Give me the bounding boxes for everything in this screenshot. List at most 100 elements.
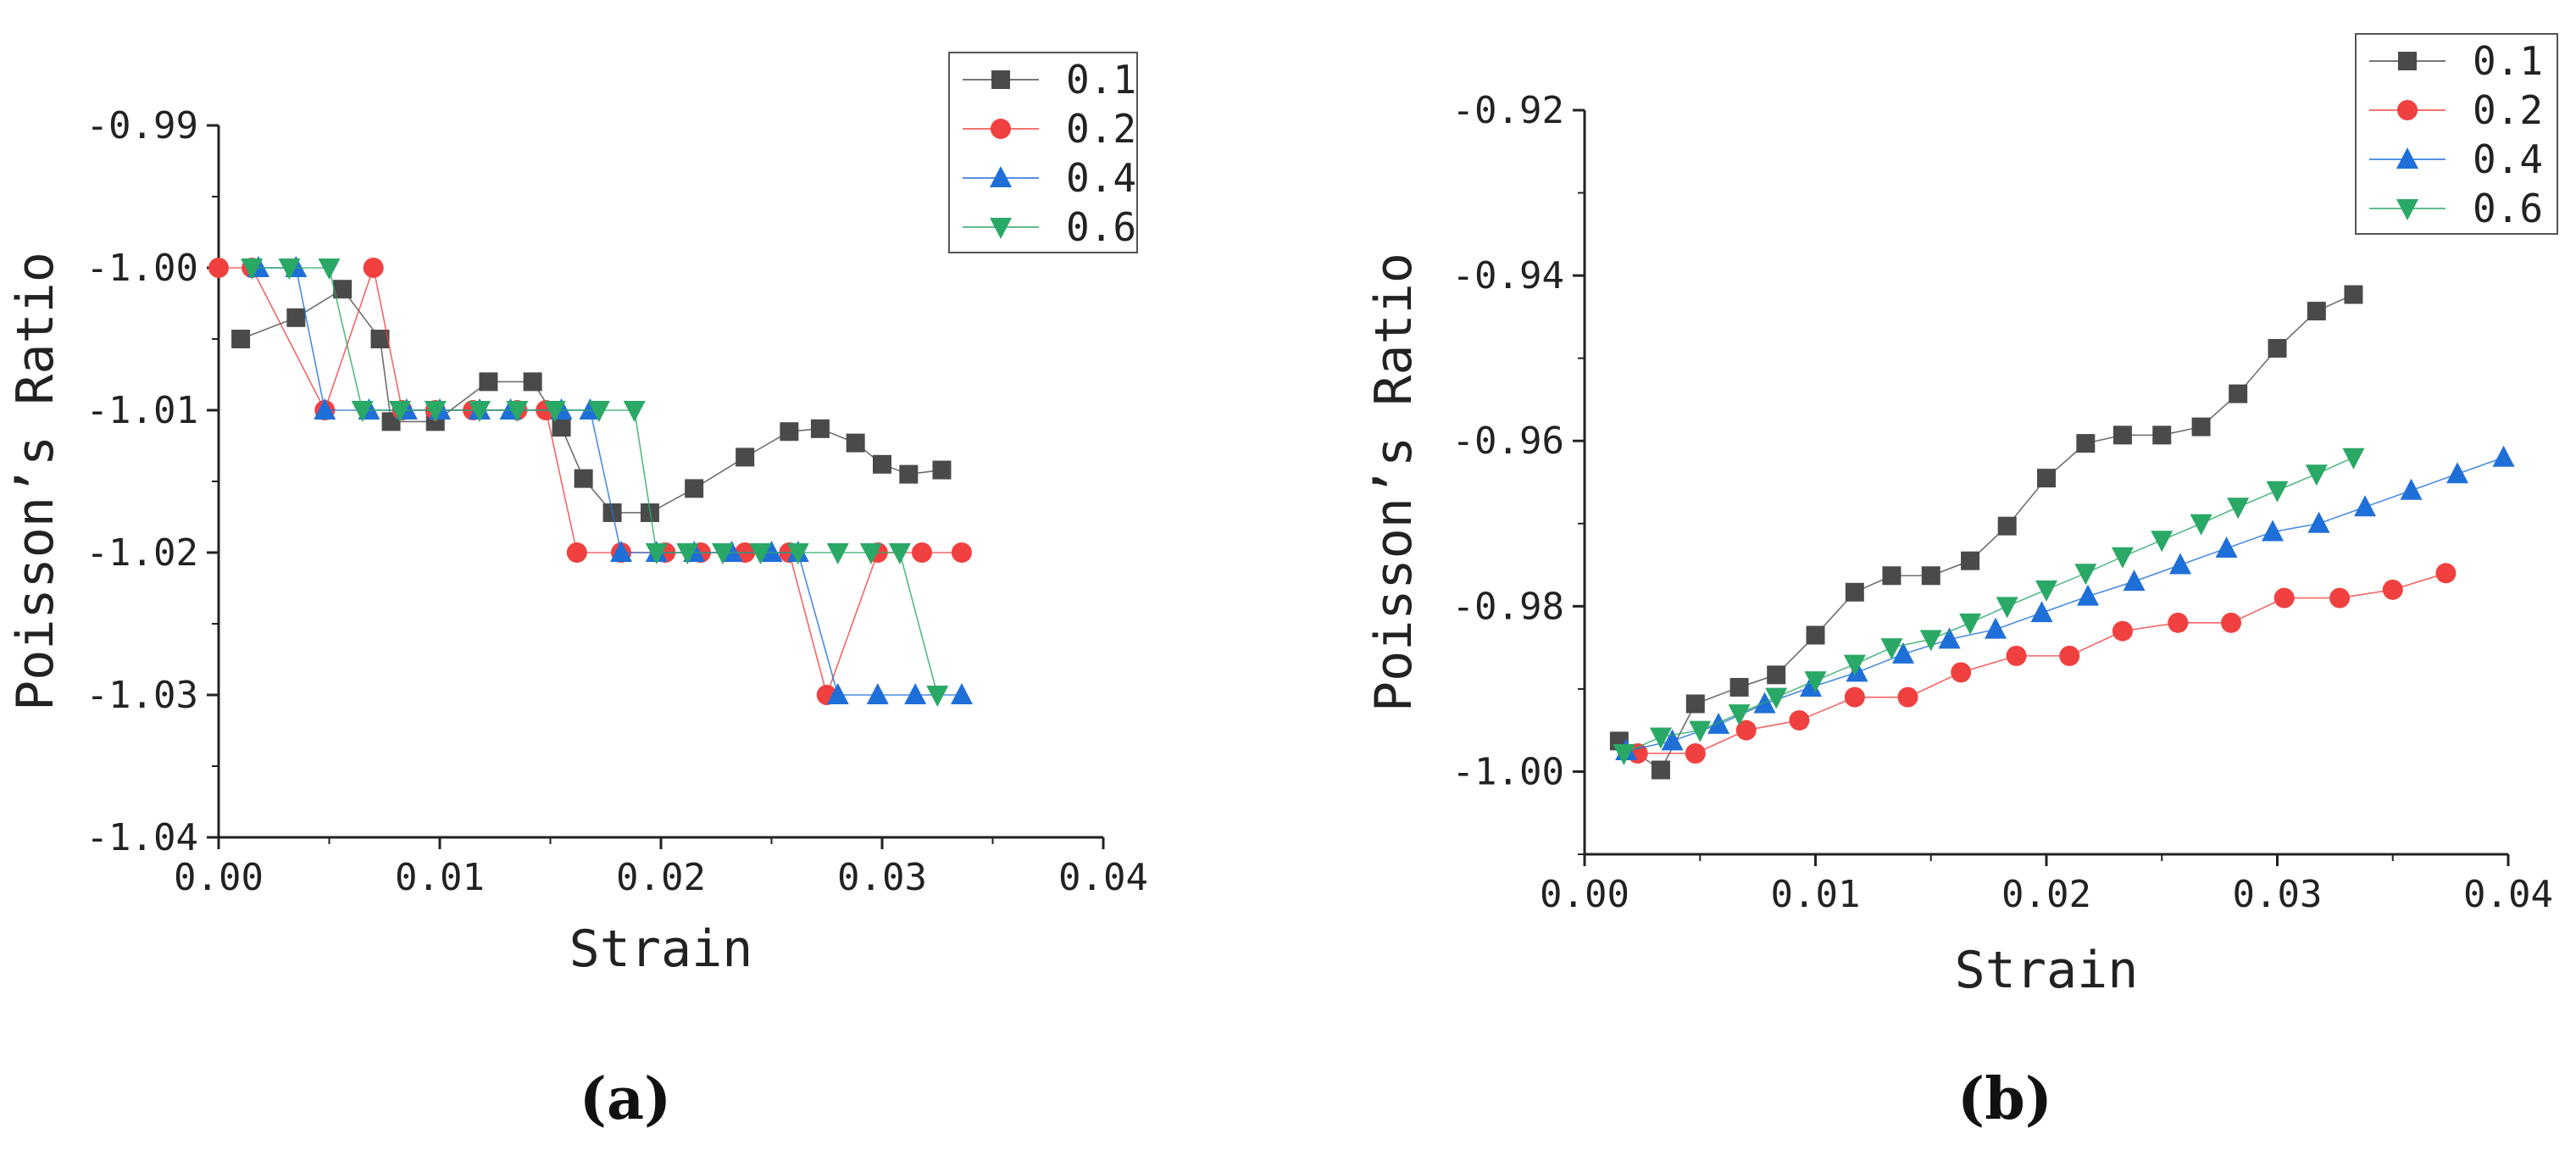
legend-marker (990, 218, 1012, 239)
data-point (2262, 520, 2285, 542)
data-point (1651, 760, 1670, 780)
data-point (278, 258, 301, 280)
data-point (587, 401, 610, 422)
data-point (2169, 553, 2192, 575)
data-point (1897, 686, 1918, 708)
data-point (1997, 516, 2017, 536)
legend-label: 0.1 (1066, 57, 1136, 103)
data-point (2190, 514, 2212, 536)
data-point (951, 542, 972, 563)
data-point (1789, 709, 1810, 731)
x-tick-label: 0.03 (837, 856, 927, 899)
data-point (859, 543, 882, 564)
data-point (904, 683, 927, 704)
data-point (2273, 587, 2295, 609)
y-tick-label: -1.00 (86, 247, 198, 290)
data-point (370, 330, 390, 348)
legend: 0.10.20.40.6 (2355, 33, 2558, 235)
panel-caption: (b) (1957, 1065, 2052, 1133)
legend-label: 0.6 (1066, 204, 1136, 250)
data-point (610, 541, 633, 562)
data-point (2112, 620, 2133, 642)
data-point (552, 418, 571, 437)
data-point (866, 683, 889, 704)
legend-label: 0.1 (2473, 38, 2543, 84)
chart-panel-1: 0.00 0.01 0.02 0.03 0.04 -0.99 -1.00 -1.01 -1.02… (6, 52, 1148, 1133)
chart-panel-2: 0.00 0.01 0.02 0.03 0.04 -0.92 -0.94 -0.96 -0.98… (1364, 33, 2558, 1133)
data-point (2492, 445, 2515, 467)
data-point (1661, 729, 1684, 751)
series-0-1 (1609, 285, 2363, 780)
data-point (2227, 497, 2250, 520)
y-axis-title: Poisson’s Ratio (1364, 253, 1424, 712)
y-tick-label: -1.00 (1452, 750, 1564, 793)
data-point (780, 422, 799, 442)
data-point (1735, 720, 1757, 741)
data-point (333, 280, 353, 299)
data-point (479, 372, 498, 392)
data-point (2215, 536, 2238, 559)
data-point (932, 460, 952, 480)
panel-caption: (a) (580, 1065, 671, 1133)
legend: 0.10.20.40.6 (948, 52, 1138, 253)
legend-label: 0.2 (1066, 106, 1136, 152)
data-point (846, 433, 865, 453)
data-point (1649, 727, 1672, 749)
data-point (2400, 478, 2423, 500)
y-tick-label: -0.98 (1452, 585, 1564, 628)
data-point (1880, 638, 1903, 660)
legend-marker (990, 166, 1012, 187)
data-point (1689, 720, 1712, 742)
y-tick-label: -1.01 (86, 389, 198, 432)
y-tick-label: -0.94 (1452, 254, 1564, 297)
data-point (2152, 425, 2172, 445)
legend-marker (2396, 199, 2418, 220)
data-point (826, 543, 849, 564)
x-tick-label: 0.01 (395, 856, 485, 899)
x-tick-label: 0.00 (1540, 873, 1629, 916)
y-tick-label: -1.03 (86, 674, 198, 717)
data-point (523, 372, 542, 392)
data-point (1765, 687, 1788, 709)
legend-box (2355, 33, 2558, 235)
legend-marker (991, 70, 1010, 89)
data-point (2030, 601, 2053, 623)
legend-marker (2396, 147, 2418, 169)
data-point (1844, 686, 1865, 708)
data-point (2006, 645, 2027, 666)
data-point (2077, 584, 2100, 606)
legend-label: 0.2 (2473, 87, 2543, 133)
data-point (1921, 566, 1940, 586)
data-point (1938, 627, 1961, 649)
series-0-4 (1615, 445, 2515, 761)
data-point (318, 258, 341, 280)
x-axis-title: Strain (1955, 941, 2139, 1000)
data-point (2191, 417, 2211, 436)
data-point (2123, 570, 2146, 592)
data-point (1767, 665, 1786, 685)
data-point (363, 258, 384, 278)
data-point (1728, 704, 1751, 726)
x-tick-label: 0.04 (2463, 873, 2553, 916)
data-point (1951, 662, 1972, 683)
series-0-2 (1627, 563, 2457, 764)
data-point (645, 543, 668, 564)
data-point (2342, 447, 2365, 470)
data-point (712, 543, 735, 564)
data-point (1959, 613, 1982, 635)
series-line (258, 267, 962, 696)
data-point (2037, 469, 2056, 488)
data-point (2059, 645, 2080, 666)
data-point (1613, 743, 1635, 765)
data-point (566, 542, 587, 563)
legend-marker (2397, 100, 2418, 120)
data-point (424, 401, 447, 422)
series-0-4 (247, 256, 973, 704)
data-point (2074, 564, 2097, 586)
data-point (351, 401, 374, 422)
data-point (1961, 551, 1980, 570)
data-point (1882, 566, 1901, 586)
y-tick-label: -1.04 (86, 816, 198, 859)
data-point (2112, 425, 2132, 445)
